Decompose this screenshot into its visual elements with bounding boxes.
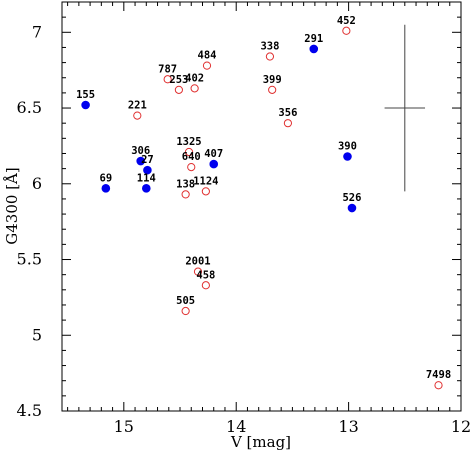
y-tick-label: 4.5 [17,401,42,420]
open-point [201,281,210,290]
filled-point [143,165,152,175]
x-tick-label: 14 [226,417,246,436]
y-tick-label: 6 [32,174,42,193]
open-point [342,26,351,35]
point-label: 402 [185,72,204,84]
open-point [184,147,194,157]
axis-ticks [62,1,462,412]
open-point [193,267,203,276]
y-axis-label: G4300 [Å] [3,167,21,244]
filled-point [81,100,90,110]
open-point [434,381,443,390]
data-points [81,26,443,390]
x-tick-label: 12 [451,417,471,436]
point-label: 114 [137,172,156,184]
point-label: 1325 [176,136,201,148]
point-label: 1124 [193,175,218,187]
point-label: 27 [141,154,154,166]
filled-point [101,184,111,193]
open-point [133,111,142,120]
filled-point [141,184,151,193]
x-axis-label: V [mag] [230,433,291,451]
tick-labels: 15 14 13 12 4.5 5 5.5 6 6.5 7 [17,22,471,436]
point-label: 407 [204,148,223,160]
plot-frame [61,1,462,412]
point-label: 306 [131,145,150,157]
point-label: 787 [158,63,177,75]
point-label: 526 [342,192,361,204]
point-label: 356 [278,107,297,119]
x-tick-label: 15 [114,417,134,436]
point-label: 138 [176,178,195,190]
point-label: 155 [76,89,95,101]
open-point [181,306,190,316]
point-label: 2001 [185,256,210,268]
point-label: 399 [263,74,282,86]
filled-point [209,159,219,169]
point-label: 484 [198,50,217,62]
point-label: 640 [182,151,201,163]
open-point [265,52,275,61]
point-label: 390 [338,141,357,153]
point-label: 291 [304,33,323,45]
open-point [187,163,196,172]
open-point [174,85,183,94]
y-tick-label: 5.5 [17,250,42,269]
y-tick-label: 6.5 [17,98,42,117]
open-point [202,61,212,70]
y-tick-label: 7 [32,22,42,41]
point-label: 7498 [426,369,451,381]
open-point [190,84,199,93]
point-label: 505 [176,295,195,307]
error-bar [384,24,426,192]
point-label: 452 [337,15,356,27]
filled-point [343,152,352,161]
filled-point [136,156,145,166]
point-label: 253 [169,74,188,86]
filled-point [309,44,319,54]
y-tick-label: 5 [32,325,42,344]
x-tick-label: 13 [338,417,358,436]
open-point [201,187,210,196]
open-point [283,119,293,128]
filled-point [347,203,357,213]
point-label: 69 [100,172,113,184]
open-point [181,190,190,199]
open-point [268,85,277,94]
point-label: 458 [196,269,215,281]
point-label: 221 [128,100,147,112]
point-label: 338 [260,41,279,53]
open-point [163,75,172,84]
